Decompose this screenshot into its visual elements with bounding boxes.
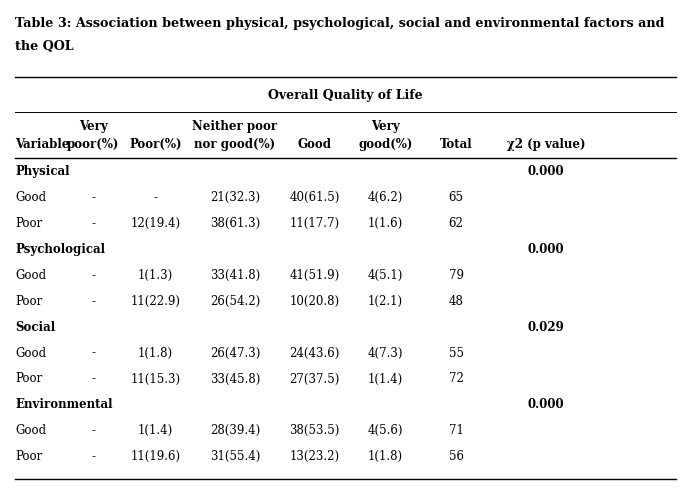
Text: -: - [91, 424, 95, 437]
Text: 28(39.4): 28(39.4) [210, 424, 260, 437]
Text: 62: 62 [448, 217, 464, 230]
Text: 33(41.8): 33(41.8) [210, 269, 260, 282]
Text: good(%): good(%) [359, 138, 413, 151]
Text: 10(20.8): 10(20.8) [290, 295, 339, 308]
Text: 4(5.6): 4(5.6) [368, 424, 404, 437]
Text: 27(37.5): 27(37.5) [290, 373, 339, 385]
Text: Good: Good [15, 191, 46, 204]
Text: Poor: Poor [15, 217, 42, 230]
Text: 0.000: 0.000 [527, 165, 565, 178]
Text: Good: Good [15, 347, 46, 360]
Text: 21(32.3): 21(32.3) [210, 191, 260, 204]
Text: poor(%): poor(%) [67, 138, 120, 151]
Text: 65: 65 [448, 191, 464, 204]
Text: Physical: Physical [15, 165, 70, 178]
Text: 12(19.4): 12(19.4) [131, 217, 180, 230]
Text: 41(51.9): 41(51.9) [290, 269, 339, 282]
Text: Poor: Poor [15, 450, 42, 463]
Text: 38(53.5): 38(53.5) [290, 424, 339, 437]
Text: Good: Good [297, 138, 332, 151]
Text: -: - [153, 191, 158, 204]
Text: -: - [91, 373, 95, 385]
Text: 31(55.4): 31(55.4) [210, 450, 260, 463]
Text: 79: 79 [448, 269, 464, 282]
Text: -: - [91, 347, 95, 360]
Text: Social: Social [15, 321, 55, 334]
Text: Environmental: Environmental [15, 398, 113, 411]
Text: 13(23.2): 13(23.2) [290, 450, 339, 463]
Text: -: - [91, 269, 95, 282]
Text: 1(1.4): 1(1.4) [368, 373, 404, 385]
Text: 0.029: 0.029 [527, 321, 565, 334]
Text: 1(1.4): 1(1.4) [138, 424, 173, 437]
Text: nor good(%): nor good(%) [194, 138, 276, 151]
Text: 11(19.6): 11(19.6) [131, 450, 180, 463]
Text: 4(5.1): 4(5.1) [368, 269, 404, 282]
Text: -: - [91, 191, 95, 204]
Text: 4(7.3): 4(7.3) [368, 347, 404, 360]
Text: 24(43.6): 24(43.6) [290, 347, 339, 360]
Text: χ2 (p value): χ2 (p value) [507, 138, 585, 151]
Text: Overall Quality of Life: Overall Quality of Life [268, 89, 423, 102]
Text: 40(61.5): 40(61.5) [290, 191, 339, 204]
Text: Variable: Variable [15, 138, 70, 151]
Text: 1(2.1): 1(2.1) [368, 295, 403, 308]
Text: 11(22.9): 11(22.9) [131, 295, 180, 308]
Text: 48: 48 [448, 295, 464, 308]
Text: 26(47.3): 26(47.3) [210, 347, 260, 360]
Text: Very: Very [371, 121, 400, 133]
Text: the QOL: the QOL [15, 40, 74, 53]
Text: 1(1.3): 1(1.3) [138, 269, 173, 282]
Text: Poor: Poor [15, 295, 42, 308]
Text: 0.000: 0.000 [527, 398, 565, 411]
Text: 0.000: 0.000 [527, 243, 565, 256]
Text: 11(17.7): 11(17.7) [290, 217, 339, 230]
Text: Good: Good [15, 269, 46, 282]
Text: Poor(%): Poor(%) [129, 138, 182, 151]
Text: Good: Good [15, 424, 46, 437]
Text: Total: Total [439, 138, 473, 151]
Text: 72: 72 [448, 373, 464, 385]
Text: -: - [91, 295, 95, 308]
Text: Psychological: Psychological [15, 243, 105, 256]
Text: Table 3: Association between physical, psychological, social and environmental f: Table 3: Association between physical, p… [15, 17, 665, 30]
Text: 38(61.3): 38(61.3) [210, 217, 260, 230]
Text: 11(15.3): 11(15.3) [131, 373, 180, 385]
Text: 1(1.8): 1(1.8) [138, 347, 173, 360]
Text: Very: Very [79, 121, 108, 133]
Text: -: - [91, 450, 95, 463]
Text: -: - [91, 217, 95, 230]
Text: 33(45.8): 33(45.8) [210, 373, 260, 385]
Text: 55: 55 [448, 347, 464, 360]
Text: Neither poor: Neither poor [192, 121, 278, 133]
Text: Poor: Poor [15, 373, 42, 385]
Text: 56: 56 [448, 450, 464, 463]
Text: 71: 71 [448, 424, 464, 437]
Text: 4(6.2): 4(6.2) [368, 191, 404, 204]
Text: 1(1.6): 1(1.6) [368, 217, 404, 230]
Text: 26(54.2): 26(54.2) [210, 295, 260, 308]
Text: 1(1.8): 1(1.8) [368, 450, 403, 463]
